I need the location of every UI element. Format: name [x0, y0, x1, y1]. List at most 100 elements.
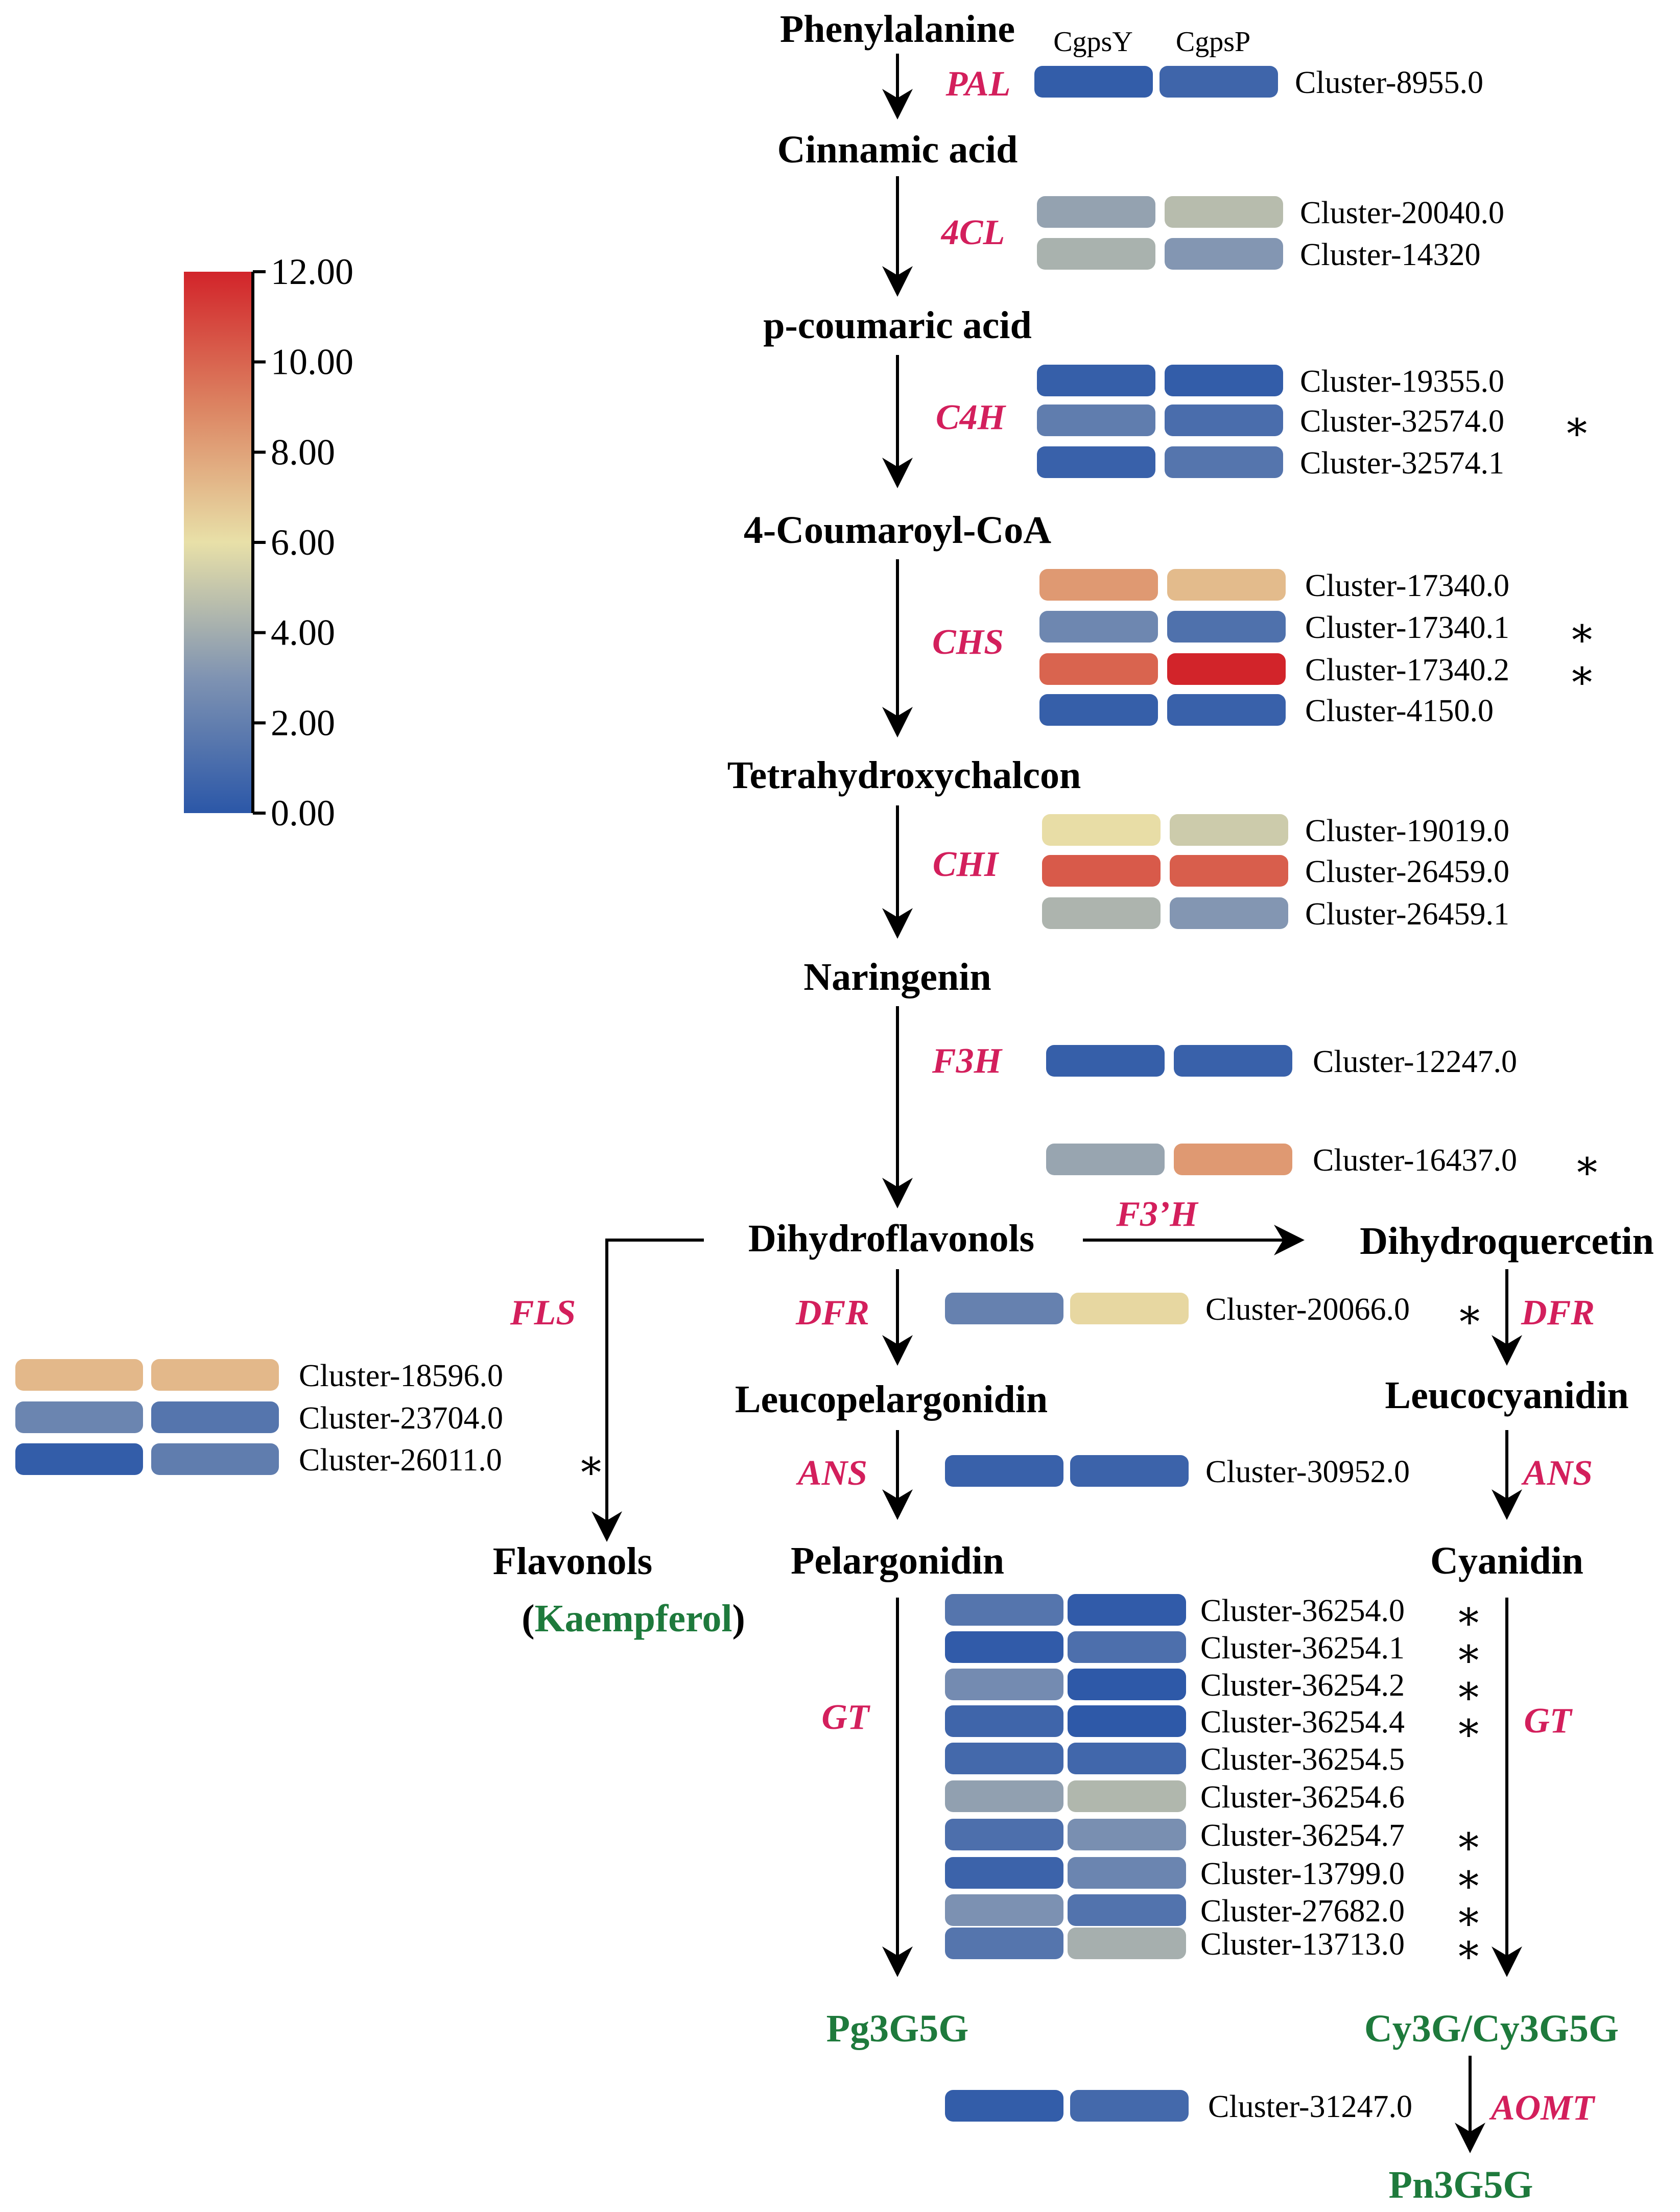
- heat-cell-cgpsy: [1046, 1045, 1165, 1077]
- heat-cell-cgpsy: [1039, 694, 1158, 726]
- gene-row: Cluster-12247.0: [1046, 1044, 1517, 1079]
- gene-row: Cluster-27682.0 ∗: [945, 1894, 1482, 1939]
- enzymes: PAL 4CL C4H CHS CHI F3H F3’H FLS DFR DFR…: [510, 64, 1596, 2128]
- enzyme-c4h: C4H: [936, 398, 1007, 437]
- gene-cluster-label: Cluster-20040.0: [1300, 196, 1504, 230]
- significance-mark: ∗: [1456, 1292, 1483, 1337]
- enzyme-dfr-left: DFR: [795, 1293, 869, 1333]
- gene-cluster-label: Cluster-23704.0: [299, 1401, 503, 1436]
- heat-cell-cgpsp: [1170, 855, 1288, 887]
- gene-cluster-label: Cluster-12247.0: [1313, 1044, 1517, 1079]
- gene-row: Cluster-16437.0 ∗: [1046, 1143, 1601, 1188]
- heat-cell-cgpsy: [1037, 196, 1155, 228]
- enzyme-chs: CHS: [932, 623, 1004, 662]
- heat-cell-cgpsy: [1037, 238, 1155, 270]
- enzyme-aomt: AOMT: [1489, 2088, 1596, 2128]
- gene-cluster-label: Cluster-18596.0: [299, 1359, 503, 1393]
- gene-row: Cluster-19355.0: [1037, 364, 1504, 399]
- heat-cell-cgpsp: [1167, 694, 1286, 726]
- metabolite-dihydroflavonols: Dihydroflavonols: [748, 1217, 1034, 1260]
- gene-row: Cluster-17340.1 ∗: [1039, 610, 1596, 655]
- metabolite-flavonols: Flavonols: [493, 1540, 653, 1583]
- gene-row: Cluster-19019.0: [1042, 814, 1509, 848]
- enzyme-chi: CHI: [933, 845, 1000, 884]
- heat-cell-cgpsy: [1042, 855, 1161, 887]
- heat-cell-cgpsp: [1070, 1455, 1189, 1487]
- heat-cell-cgpsp: [1167, 653, 1286, 685]
- heat-cell-cgpsp: [1160, 66, 1278, 98]
- gene-heatmap: Cluster-8955.0 Cluster-20040.0 Cluster-143…: [15, 65, 1601, 2124]
- significance-mark: ∗: [1455, 1927, 1482, 1972]
- heat-cell-cgpsy: [1046, 1144, 1165, 1175]
- heat-cell-cgpsp: [1068, 1743, 1186, 1774]
- gene-row: Cluster-26459.1: [1042, 897, 1509, 932]
- heat-cell-cgpsp: [1068, 1594, 1186, 1626]
- column-header-cgpsy: CgpsY: [1053, 26, 1133, 58]
- gene-cluster-label: Cluster-30952.0: [1205, 1455, 1410, 1489]
- heat-cell-cgpsy: [1037, 405, 1155, 436]
- gene-row: Cluster-32574.0 ∗: [1037, 404, 1591, 449]
- gene-cluster-label: Cluster-26459.1: [1305, 897, 1509, 932]
- heat-cell-cgpsy: [945, 1594, 1063, 1626]
- enzyme-gt-right: GT: [1524, 1701, 1573, 1741]
- enzyme-4cl: 4CL: [940, 213, 1005, 252]
- heat-cell-cgpsp: [1165, 196, 1283, 228]
- gene-row: Cluster-8955.0: [1034, 65, 1483, 100]
- color-scale-tick-label: 4.00: [271, 612, 335, 653]
- gene-cluster-label: Cluster-17340.2: [1305, 653, 1509, 687]
- gene-row: Cluster-17340.2 ∗: [1039, 653, 1596, 698]
- heat-cell-cgpsy: [945, 1819, 1063, 1850]
- heat-cell-cgpsy: [945, 1455, 1063, 1487]
- heat-cell-cgpsp: [1068, 1819, 1186, 1850]
- gene-row: Cluster-17340.0: [1039, 568, 1509, 603]
- heat-cell-cgpsy: [945, 1743, 1063, 1774]
- enzyme-pal: PAL: [945, 64, 1010, 104]
- heat-cell-cgpsy: [15, 1359, 143, 1391]
- heat-cell-cgpsy: [945, 1894, 1063, 1926]
- heat-cell-cgpsp: [1068, 1928, 1186, 1959]
- enzyme-f3h: F3H: [932, 1041, 1003, 1081]
- gene-cluster-label: Cluster-26011.0: [299, 1443, 502, 1478]
- significance-mark: ∗: [1455, 1857, 1482, 1901]
- significance-mark: ∗: [1568, 653, 1596, 698]
- enzyme-ans-right: ANS: [1521, 1454, 1593, 1493]
- pathway-arrows: [591, 54, 1522, 2153]
- heat-cell-cgpsp: [1068, 1894, 1186, 1926]
- gene-cluster-label: Cluster-17340.1: [1305, 610, 1509, 645]
- heat-cell-cgpsy: [1034, 66, 1153, 98]
- color-scale-tick-label: 12.00: [271, 251, 353, 292]
- gene-row: Cluster-4150.0: [1039, 694, 1494, 728]
- heat-cell-cgpsy: [1039, 569, 1158, 601]
- heat-cell-cgpsp: [1068, 1669, 1186, 1700]
- gene-cluster-label: Cluster-20066.0: [1205, 1292, 1410, 1327]
- metabolite-leucopelargonidin: Leucopelargonidin: [735, 1378, 1048, 1421]
- metabolite-pn3g5g: Pn3G5G: [1389, 2163, 1533, 2206]
- metabolite-cy3g-cy3g5g: Cy3G/Cy3G5G: [1364, 2007, 1619, 2050]
- color-scale-tick-label: 2.00: [271, 702, 335, 743]
- significance-mark: ∗: [1568, 610, 1596, 655]
- gene-cluster-label: Cluster-13713.0: [1200, 1927, 1405, 1962]
- significance-mark: ∗: [1455, 1593, 1482, 1638]
- metabolite-leucocyanidin: Leucocyanidin: [1385, 1374, 1628, 1417]
- color-scale-tick-label: 0.00: [271, 793, 335, 834]
- gene-cluster-label: Cluster-32574.1: [1300, 446, 1504, 481]
- gene-row: Cluster-14320: [1037, 237, 1481, 272]
- gene-cluster-label: Cluster-4150.0: [1305, 694, 1494, 728]
- color-scale-bar: [184, 272, 253, 813]
- gene-row: Cluster-30952.0: [945, 1455, 1410, 1489]
- column-header-cgpsp: CgpsP: [1176, 26, 1250, 58]
- gene-row: Cluster-36254.5: [945, 1742, 1405, 1777]
- gene-cluster-label: Cluster-27682.0: [1200, 1894, 1405, 1929]
- metabolite-cyanidin: Cyanidin: [1430, 1539, 1583, 1582]
- heat-cell-cgpsp: [1165, 405, 1283, 436]
- heat-cell-cgpsy: [1039, 653, 1158, 685]
- metabolite-cinnamic-acid: Cinnamic acid: [777, 128, 1018, 171]
- gene-row: Cluster-20040.0: [1037, 196, 1504, 230]
- metabolite-p-coumaric-acid: p-coumaric acid: [763, 304, 1032, 347]
- heat-cell-cgpsp: [151, 1443, 279, 1475]
- gene-cluster-label: Cluster-36254.5: [1200, 1742, 1405, 1777]
- metabolite-tetrahydroxychalcon: Tetrahydroxychalcon: [727, 754, 1081, 797]
- metabolite-naringenin: Naringenin: [803, 956, 991, 998]
- gene-row: Cluster-36254.0 ∗: [945, 1593, 1482, 1638]
- metabolite-pg3g5g: Pg3G5G: [826, 2007, 969, 2050]
